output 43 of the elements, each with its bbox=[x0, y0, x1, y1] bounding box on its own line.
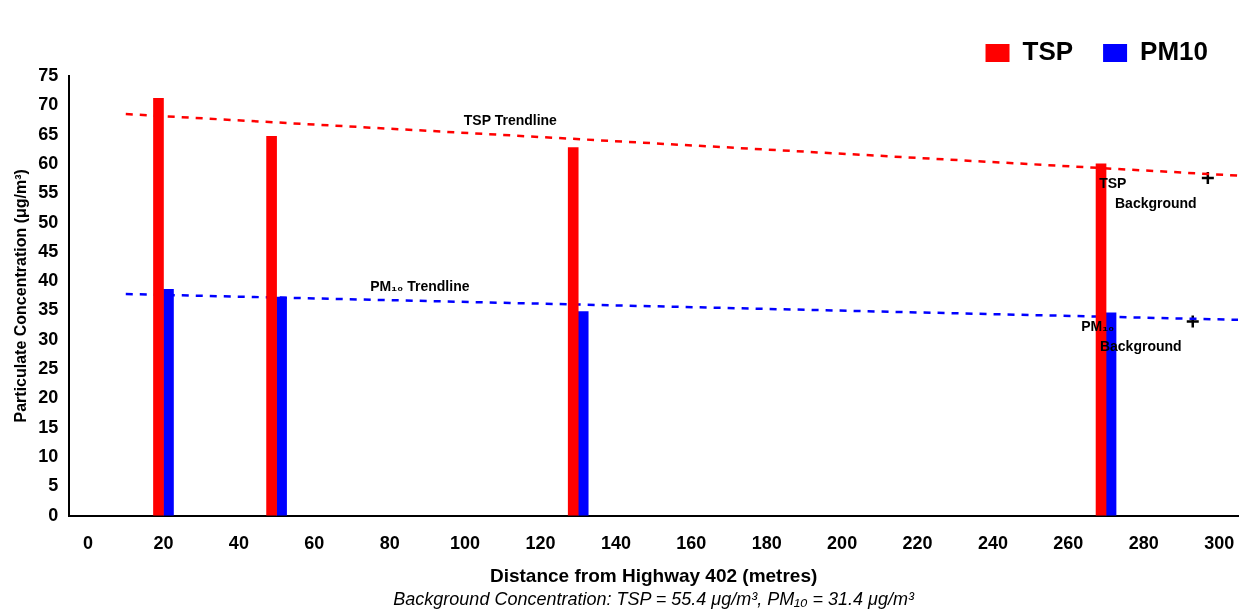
y-tick-label: 5 bbox=[48, 475, 59, 496]
y-tick-label: 10 bbox=[38, 445, 59, 466]
bar bbox=[567, 147, 579, 516]
y-tick-label: 60 bbox=[38, 152, 59, 173]
y-tick-label: 65 bbox=[38, 123, 59, 144]
x-tick-label: 260 bbox=[1053, 533, 1084, 554]
x-axis-title: Distance from Highway 402 (metres) bbox=[489, 564, 818, 586]
x-tick-label: 220 bbox=[902, 533, 933, 554]
annotation: TSP Trendline bbox=[463, 112, 558, 129]
x-tick-label: 0 bbox=[83, 533, 94, 554]
y-tick-label: 50 bbox=[38, 211, 59, 232]
x-tick-label: 20 bbox=[153, 533, 174, 554]
bar bbox=[577, 311, 589, 516]
x-tick-label: 120 bbox=[525, 533, 556, 554]
bar bbox=[266, 136, 277, 516]
x-tick-label: 40 bbox=[228, 533, 249, 554]
x-tick-label: 280 bbox=[1128, 533, 1159, 554]
y-tick-label: 45 bbox=[38, 240, 59, 261]
text: Background Concentration: TSP = 55.4 μg/m³, PM₁₀ = 31.4 μg/m³ bbox=[393, 589, 915, 609]
y-tick-label: 55 bbox=[38, 182, 59, 203]
y-tick-label: 20 bbox=[38, 387, 59, 408]
y-tick-label: 30 bbox=[38, 328, 59, 349]
y-tick-label: 40 bbox=[38, 270, 59, 291]
annotation: PM₁₀ Trendline bbox=[370, 277, 470, 294]
bar bbox=[153, 97, 164, 516]
y-tick-label: 25 bbox=[38, 358, 59, 379]
y-tick-label: 0 bbox=[48, 504, 59, 525]
x-tick-label: 240 bbox=[977, 533, 1008, 554]
x-tick-label: 60 bbox=[304, 533, 325, 554]
x-tick-label: 140 bbox=[600, 533, 631, 554]
y-tick-label: 35 bbox=[38, 299, 59, 320]
legend-label: PM10 bbox=[1140, 36, 1208, 67]
x-tick-label: 200 bbox=[827, 533, 858, 554]
x-tick-label: 160 bbox=[676, 533, 707, 554]
x-tick-label: 180 bbox=[751, 533, 782, 554]
y-tick-label: 70 bbox=[38, 94, 59, 115]
y-axis-title: Particulate Concentration (μg/m³) bbox=[12, 169, 30, 423]
x-tick-label: 100 bbox=[450, 533, 481, 554]
legend-label: TSP bbox=[1022, 36, 1074, 67]
x-tick-label: 300 bbox=[1204, 533, 1235, 554]
y-tick-label: 15 bbox=[38, 416, 59, 437]
y-tick-label: 75 bbox=[38, 64, 59, 85]
x-tick-label: 80 bbox=[379, 533, 400, 554]
